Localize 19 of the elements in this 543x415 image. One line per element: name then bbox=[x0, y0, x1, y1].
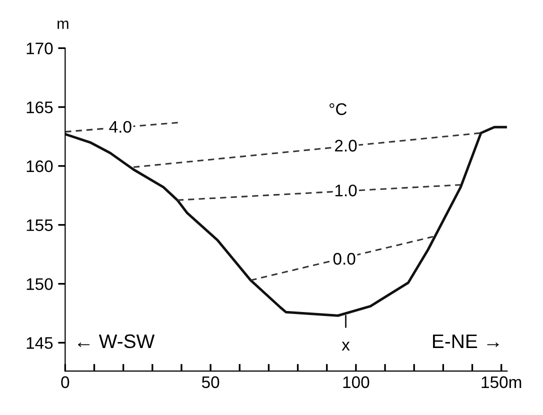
y-tick-label: 155 bbox=[26, 219, 53, 232]
annotation: ← W-SW bbox=[78, 334, 155, 348]
annotation: 2.0 bbox=[335, 140, 357, 152]
annotation: 0.0 bbox=[333, 252, 356, 265]
annotation: E-NE → bbox=[433, 334, 499, 348]
y-axis-title: m bbox=[58, 20, 68, 29]
y-tick-label: 145 bbox=[26, 337, 53, 349]
x-tick-label: 100 bbox=[343, 376, 370, 388]
x-tick-label: 150m bbox=[482, 376, 522, 388]
y-tick-label: 165 bbox=[26, 101, 53, 114]
x-tick-label: 50 bbox=[202, 376, 220, 388]
y-tick-label: 160 bbox=[26, 160, 53, 172]
x-tick-label: 0 bbox=[61, 376, 70, 388]
annotation: 1.0 bbox=[335, 184, 357, 196]
annotation: x bbox=[342, 342, 350, 350]
annotation: °C bbox=[330, 103, 347, 116]
y-tick-label: 150 bbox=[26, 278, 53, 290]
annotation: 4.0 bbox=[109, 120, 132, 133]
y-tick-label: 170 bbox=[26, 42, 53, 54]
